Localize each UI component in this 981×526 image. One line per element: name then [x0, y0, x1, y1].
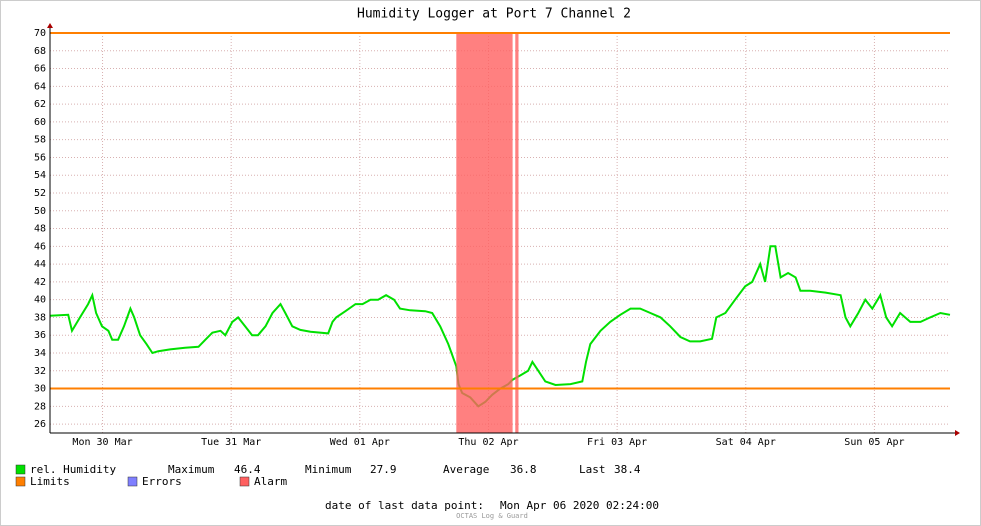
- legend-label: Alarm: [254, 475, 287, 488]
- y-tick-label: 60: [34, 117, 46, 128]
- legend-label: Limits: [30, 475, 70, 488]
- alarm-band: [456, 33, 513, 433]
- chart-title: Humidity Logger at Port 7 Channel 2: [357, 7, 631, 22]
- stat-label: Average: [443, 463, 489, 476]
- plot: [49, 32, 951, 433]
- y-tick-label: 42: [34, 277, 46, 288]
- y-tick-label: 58: [34, 135, 46, 146]
- x-tick-label: Tue 31 Mar: [201, 437, 261, 448]
- y-tick-label: 44: [34, 259, 46, 270]
- y-tick-label: 38: [34, 312, 46, 323]
- brand: OCTAS Log & Guard: [456, 512, 528, 520]
- y-tick-label: 36: [34, 330, 46, 341]
- stat-value: 38.4: [614, 463, 641, 476]
- y-tick-label: 64: [34, 81, 46, 92]
- stat-label: Last: [579, 463, 606, 476]
- legend-swatch: [127, 476, 138, 487]
- y-tick-label: 54: [34, 170, 46, 181]
- footer-label: date of last data point:: [325, 499, 484, 512]
- y-tick-label: 68: [34, 46, 46, 57]
- legend-swatch: [239, 476, 250, 487]
- legend-label: rel. Humidity: [30, 463, 116, 476]
- footer-value: Mon Apr 06 2020 02:24:00: [500, 499, 659, 512]
- y-tick-label: 56: [34, 152, 46, 163]
- y-tick-label: 46: [34, 241, 46, 252]
- y-tick-label: 62: [34, 99, 46, 110]
- y-tick-label: 66: [34, 64, 46, 75]
- x-tick-label: Thu 02 Apr: [458, 437, 518, 448]
- stat-value: 27.9: [370, 463, 397, 476]
- y-arrow: [47, 23, 53, 28]
- x-tick-label: Fri 03 Apr: [587, 437, 647, 448]
- stat-label: Maximum: [168, 463, 215, 476]
- x-tick-label: Sat 04 Apr: [716, 437, 776, 448]
- y-tick-label: 52: [34, 188, 46, 199]
- stat-label: Minimum: [305, 463, 352, 476]
- y-tick-label: 34: [34, 348, 46, 359]
- stat-value: 36.8: [510, 463, 537, 476]
- y-tick-label: 50: [34, 206, 46, 217]
- stat-value: 46.4: [234, 463, 261, 476]
- y-tick-label: 26: [34, 419, 46, 430]
- legend-swatch: [15, 476, 26, 487]
- y-tick-label: 70: [34, 28, 46, 39]
- x-arrow: [955, 430, 960, 436]
- legend-swatch: [15, 464, 26, 475]
- y-tick-label: 48: [34, 224, 46, 235]
- y-tick-label: 28: [34, 401, 46, 412]
- x-tick-label: Sun 05 Apr: [844, 437, 904, 448]
- x-tick-label: Mon 30 Mar: [72, 437, 132, 448]
- y-tick-label: 30: [34, 384, 46, 395]
- y-tick-label: 40: [34, 295, 46, 306]
- x-tick-label: Wed 01 Apr: [330, 437, 390, 448]
- legend-label: Errors: [142, 475, 182, 488]
- alarm-band: [515, 33, 519, 433]
- y-tick-label: 32: [34, 366, 46, 377]
